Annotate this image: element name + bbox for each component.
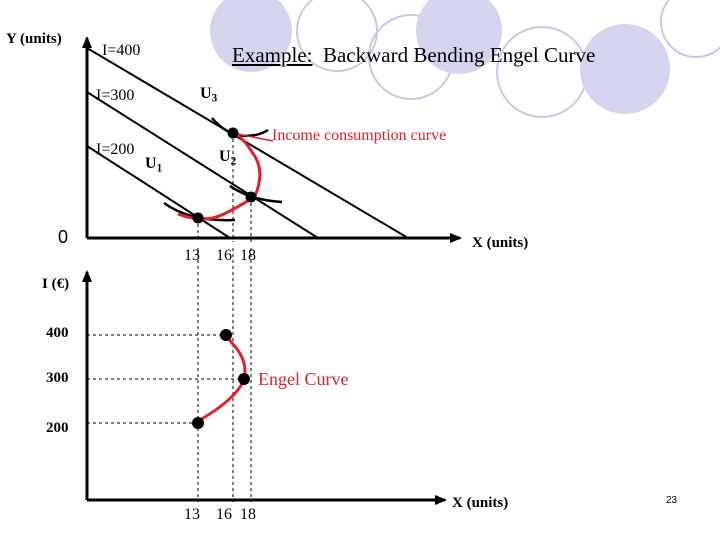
bottom-x-tick-16: 16: [216, 506, 232, 523]
top-x-tick-18: 18: [240, 247, 256, 264]
bottom-x-tick-18: 18: [240, 506, 256, 523]
icc-label: Income consumption curve: [272, 127, 447, 144]
title-text: Backward Bending Engel Curve: [322, 43, 596, 67]
decorative-circle-filled: [416, 0, 502, 74]
slide-number: 23: [666, 495, 678, 506]
top-x-tick-13: 13: [184, 247, 200, 264]
budget-line-200: [86, 145, 231, 239]
top-x-axis-label: X (units): [472, 235, 529, 251]
indifference-curve-u3: [211, 117, 269, 138]
indifference-label-u2: U2: [219, 148, 237, 168]
decorative-circle-filled: [210, 0, 292, 72]
engel-point-400: [220, 329, 232, 341]
title-prefix: Example:: [232, 43, 313, 67]
bottom-y-tick-300: 300: [46, 370, 69, 386]
bottom-x-tick-13: 13: [184, 506, 200, 523]
bottom-y-tick-200: 200: [46, 420, 69, 436]
slide-title: Example: Backward Bending Engel Curve: [232, 45, 595, 66]
engel-points: [192, 329, 250, 429]
bottom-x-axis-label: X (units): [452, 495, 509, 511]
top-x-tick-16: 16: [216, 247, 232, 264]
budget-label-300: I=300: [96, 87, 135, 104]
decorative-circle-outline: [660, 0, 720, 58]
top-y-axis-label: Y (units): [6, 31, 62, 47]
budget-label-400: I=400: [102, 42, 141, 59]
engel-curve-label: Engel Curve: [258, 369, 349, 389]
budget-line-300: [86, 91, 319, 239]
indifference-label-u1: U1: [145, 155, 163, 175]
bottom-y-axis-label: I (€): [42, 276, 70, 292]
engel-point-300: [238, 373, 250, 385]
budget-label-200: I=200: [96, 141, 135, 158]
indifference-label-u3: U3: [200, 85, 218, 105]
icc-connector: [236, 133, 274, 142]
origin-label: 0: [58, 227, 69, 247]
decorative-circle-filled: [580, 24, 670, 114]
bottom-y-tick-400: 400: [46, 325, 69, 341]
engel-point-200: [192, 417, 204, 429]
